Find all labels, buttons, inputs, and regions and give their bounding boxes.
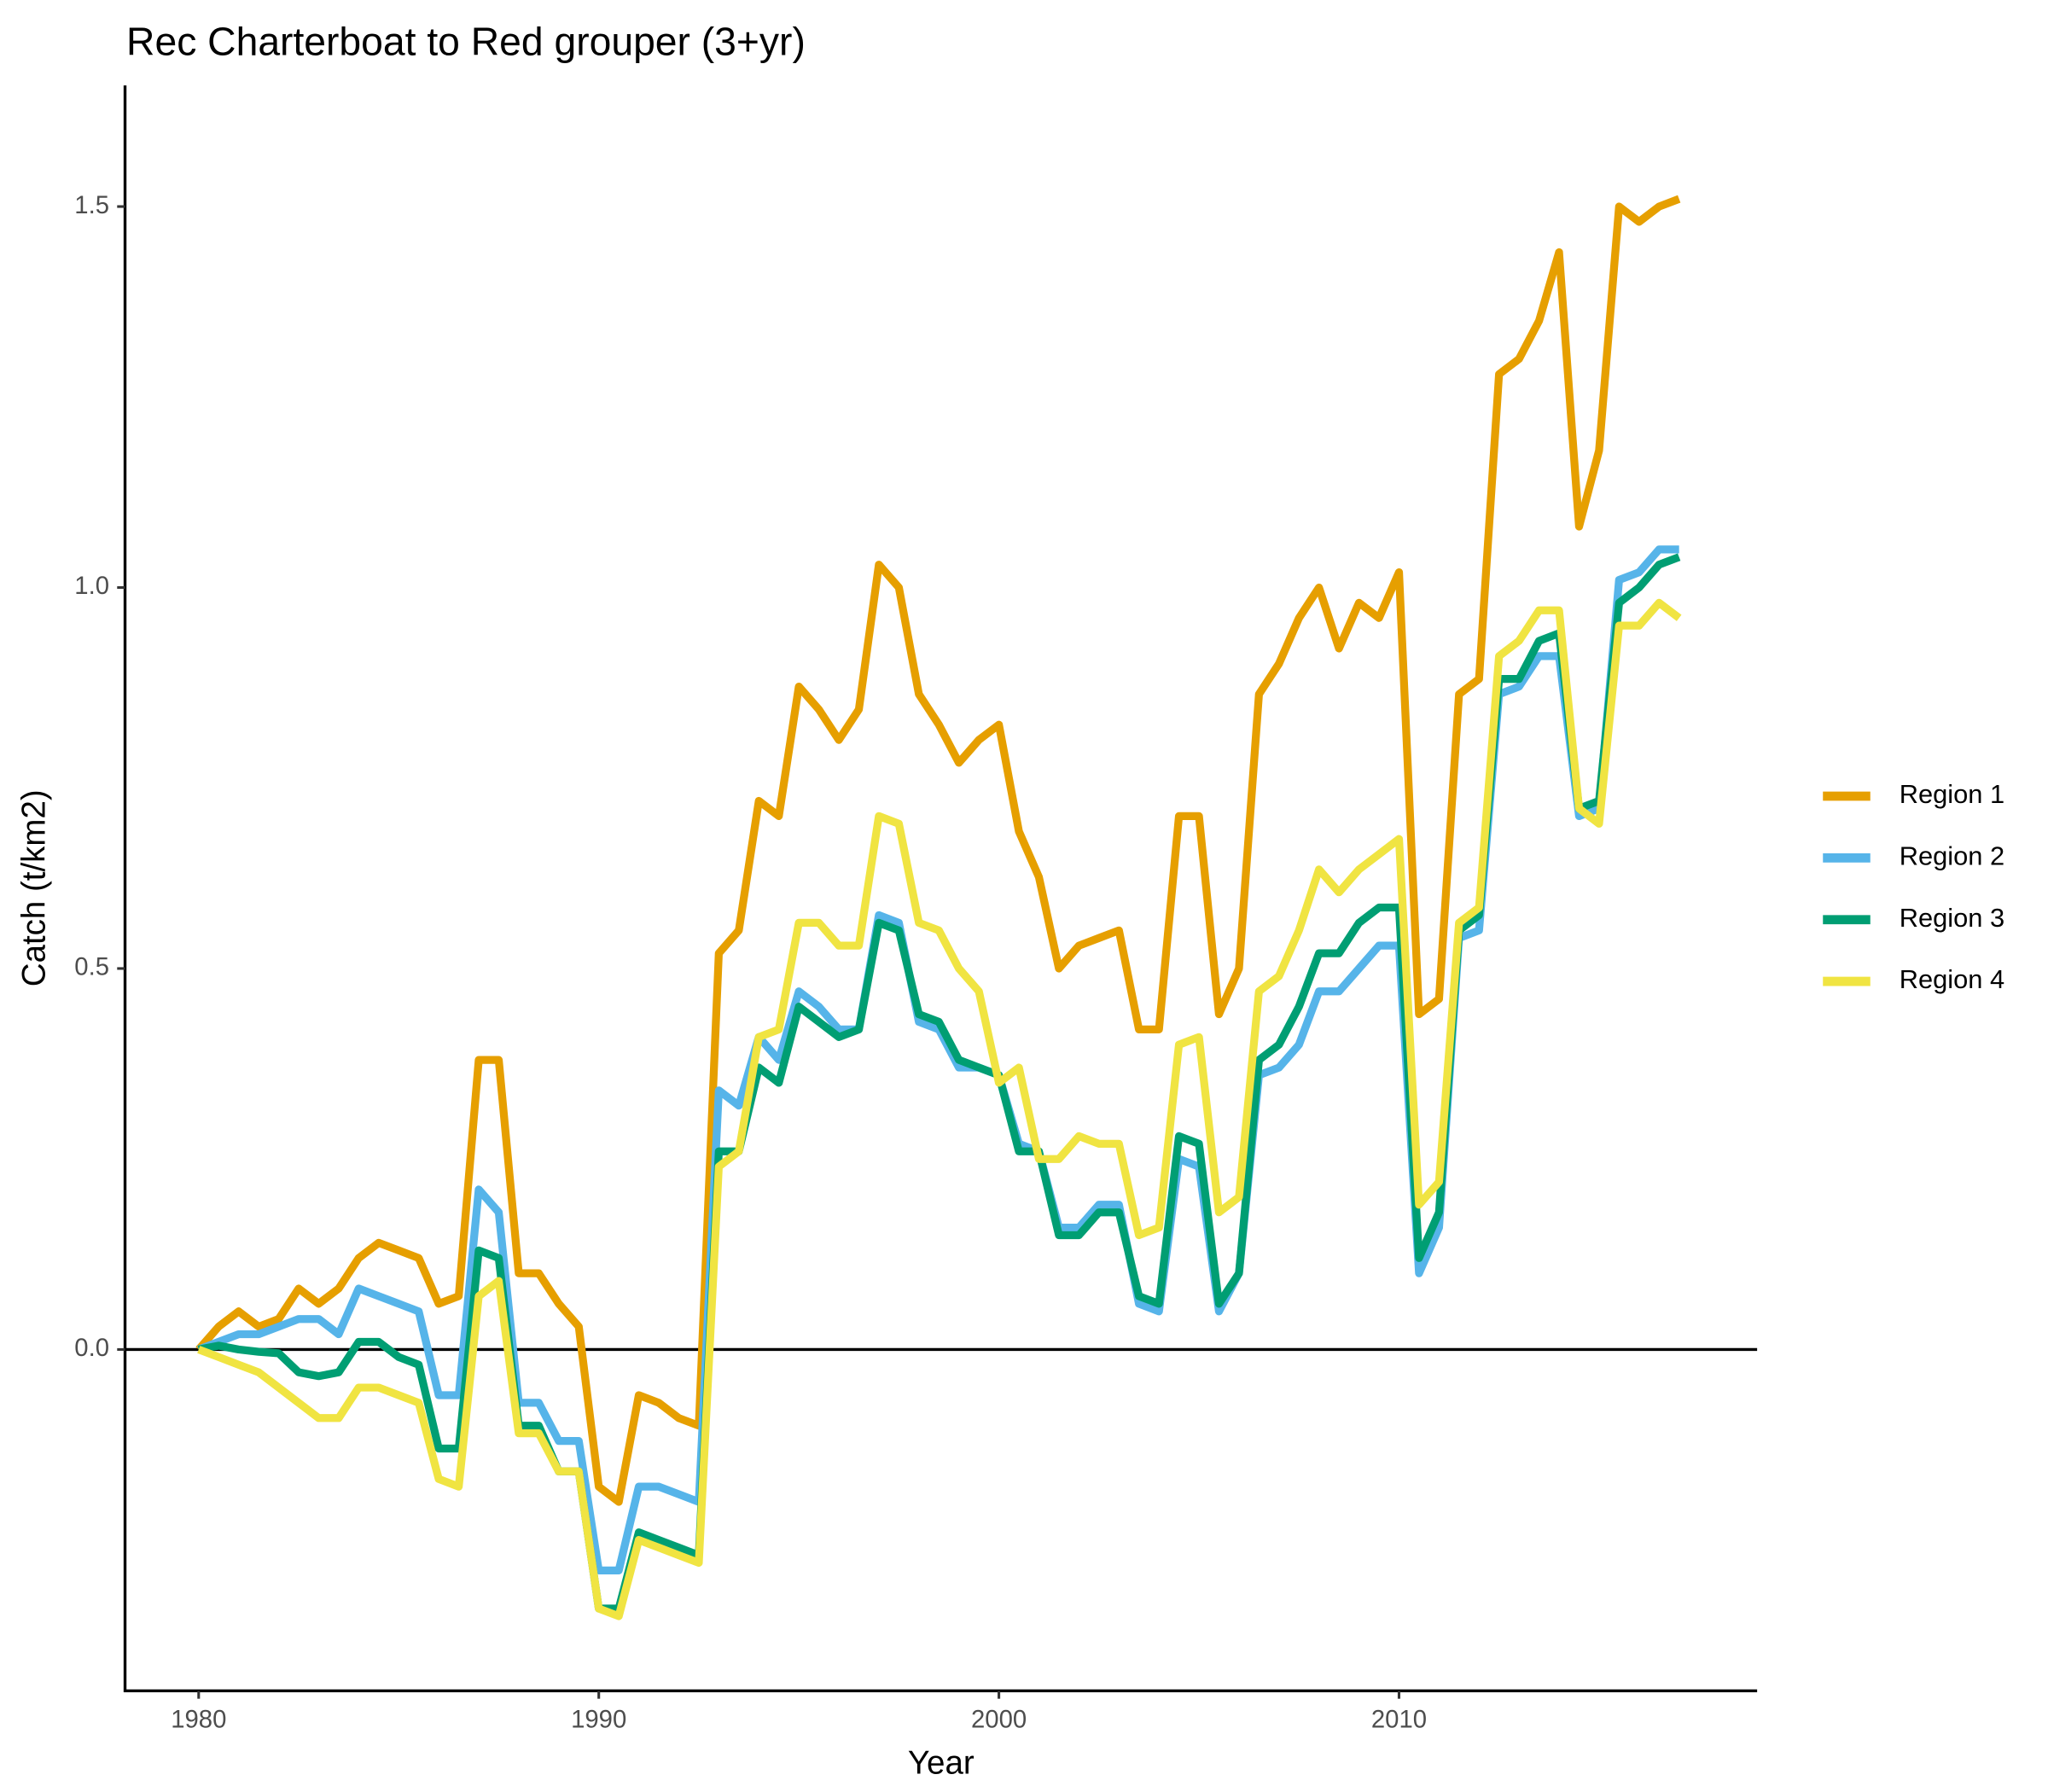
chart-title: Rec Charterboat to Red grouper (3+yr)	[126, 20, 806, 64]
legend-label: Region 3	[1900, 903, 2004, 933]
series-line	[197, 598, 1682, 1620]
x-tick-label: 2000	[971, 1707, 1027, 1734]
y-tick-label: 0.5	[74, 954, 109, 981]
x-tick-label: 2010	[1371, 1707, 1427, 1734]
x-tick-label: 1980	[171, 1707, 226, 1734]
series-line	[197, 553, 1681, 1613]
legend-label: Region 1	[1900, 779, 2004, 809]
series-line	[195, 195, 1681, 1506]
x-tick-label: 1990	[571, 1707, 626, 1734]
y-tick-label: 1.0	[74, 573, 109, 600]
legend-label: Region 4	[1900, 964, 2004, 994]
y-tick-label: 0.0	[74, 1335, 109, 1362]
y-tick-label: 1.5	[74, 192, 109, 219]
legend-label: Region 2	[1900, 841, 2004, 871]
x-axis-title: Year	[908, 1744, 975, 1781]
y-axis-title: Catch (t/km2)	[15, 789, 52, 986]
